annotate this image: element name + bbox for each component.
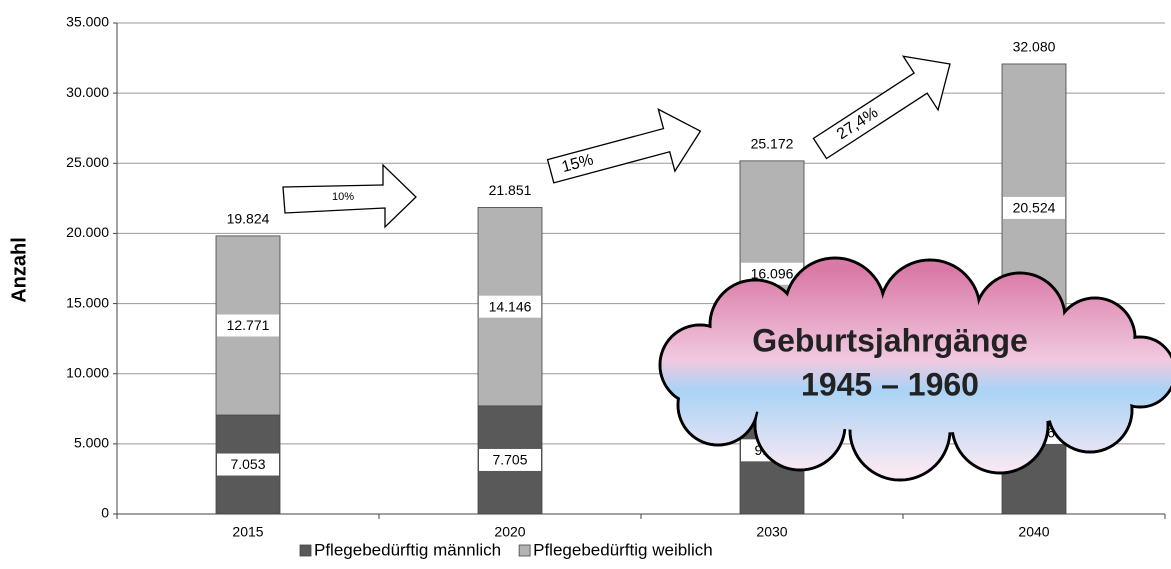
growth-arrow: 10% bbox=[283, 165, 416, 227]
total-label: 25.172 bbox=[751, 136, 794, 152]
y-tick-label: 35.000 bbox=[66, 14, 109, 30]
y-tick-label: 20.000 bbox=[66, 224, 109, 240]
y-tick-label: 10.000 bbox=[66, 364, 109, 380]
total-label: 32.080 bbox=[1013, 39, 1056, 55]
y-tick-label: 15.000 bbox=[66, 294, 109, 310]
legend-label: Pflegebedürftig weiblich bbox=[533, 540, 713, 559]
legend: Pflegebedürftig männlich Pflegebedürftig … bbox=[300, 540, 713, 559]
growth-arrow: 27,4% bbox=[803, 37, 968, 175]
cloud: Geburtsjahrgänge 1945 – 1960 bbox=[660, 258, 1171, 480]
arrow-shape bbox=[542, 100, 708, 202]
legend-label: Pflegebedürftig männlich bbox=[314, 540, 501, 559]
legend-swatch bbox=[519, 545, 530, 556]
y-tick-label: 5.000 bbox=[74, 435, 109, 451]
y-tick-label: 30.000 bbox=[66, 84, 109, 100]
growth-label: 10% bbox=[332, 191, 354, 203]
value-label: 14.146 bbox=[489, 298, 532, 314]
growth-arrow: 15% bbox=[542, 100, 708, 202]
value-label: 20.524 bbox=[1013, 200, 1056, 216]
chart: Anzahl 0 5.000 10.000 15.000 20.000 25.000 30.… bbox=[0, 0, 1171, 569]
y-tick-label: 25.000 bbox=[66, 154, 109, 170]
arrow-shape bbox=[803, 37, 968, 175]
cloud-text: 1945 – 1960 bbox=[801, 366, 979, 402]
y-axis-label: Anzahl bbox=[8, 237, 30, 303]
value-label: 12.771 bbox=[227, 317, 270, 333]
y-tick-label: 0 bbox=[101, 505, 109, 521]
x-tick-label: 2030 bbox=[756, 524, 787, 540]
value-label: 7.053 bbox=[230, 456, 265, 472]
total-label: 19.824 bbox=[227, 211, 270, 227]
x-tick-label: 2015 bbox=[232, 524, 263, 540]
x-tick-label: 2040 bbox=[1018, 524, 1049, 540]
cloud-text: Geburtsjahrgänge bbox=[752, 322, 1028, 358]
total-label: 21.851 bbox=[489, 182, 532, 198]
x-tick-label: 2020 bbox=[494, 524, 525, 540]
legend-swatch bbox=[300, 545, 311, 556]
value-label: 7.705 bbox=[492, 452, 527, 468]
